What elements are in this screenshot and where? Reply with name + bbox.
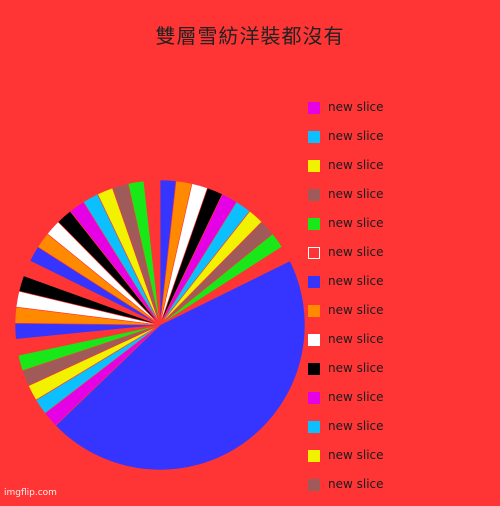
legend-item: new slice (308, 361, 498, 390)
legend-item: new slice (308, 332, 498, 361)
legend-swatch (308, 392, 320, 404)
legend-swatch (308, 305, 320, 317)
legend-swatch (308, 247, 320, 259)
legend-label: new slice (328, 129, 384, 143)
legend-swatch (308, 218, 320, 230)
legend-label: new slice (328, 100, 384, 114)
legend-item: new slice (308, 158, 498, 187)
legend-item: new slice (308, 216, 498, 245)
legend-item: new slice (308, 390, 498, 419)
legend-swatch (308, 160, 320, 172)
legend-swatch (308, 102, 320, 114)
legend-label: new slice (328, 274, 384, 288)
pie-slice-31 (143, 179, 161, 326)
legend-label: new slice (328, 158, 384, 172)
legend-item: new slice (308, 129, 498, 158)
legend-item: new slice (308, 448, 498, 477)
legend-label: new slice (328, 245, 384, 259)
legend-item: new slice (308, 187, 498, 216)
legend-label: new slice (328, 390, 384, 404)
legend-swatch (308, 421, 320, 433)
legend-label: new slice (328, 477, 384, 491)
legend-swatch (308, 363, 320, 375)
legend-swatch (308, 189, 320, 201)
legend-label: new slice (328, 303, 384, 317)
pie-slice-10 (55, 260, 306, 471)
watermark: imgflip.com (4, 488, 57, 498)
legend-label: new slice (328, 332, 384, 346)
legend-swatch (308, 479, 320, 491)
legend-swatch (308, 450, 320, 462)
legend-item: new slice (308, 100, 498, 129)
legend-label: new slice (328, 216, 384, 230)
legend-item: new slice (308, 274, 498, 303)
legend-label: new slice (328, 448, 384, 462)
legend-swatch (308, 131, 320, 143)
legend-item: new slice (308, 477, 498, 506)
legend: new slice new slice new slice new slice new … (308, 100, 498, 506)
legend-label: new slice (328, 187, 384, 201)
legend-item: new slice (308, 419, 498, 448)
legend-swatch (308, 334, 320, 346)
legend-item: new slice (308, 245, 498, 274)
legend-label: new slice (328, 419, 384, 433)
legend-item: new slice (308, 303, 498, 332)
legend-swatch (308, 276, 320, 288)
legend-label: new slice (328, 361, 384, 375)
chart-title: 雙層雪紡洋裝都沒有 (155, 24, 345, 48)
